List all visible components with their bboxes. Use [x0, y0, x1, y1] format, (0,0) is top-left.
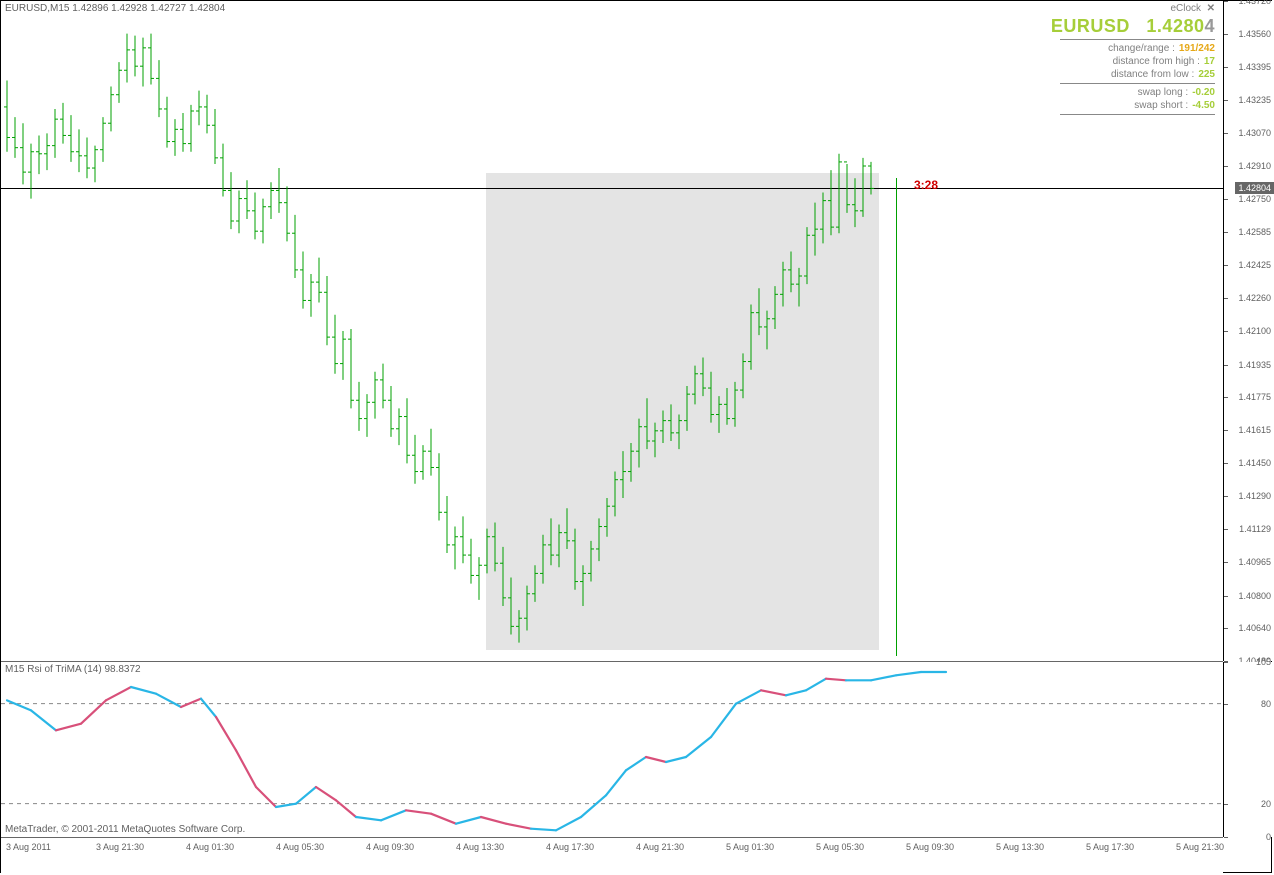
indicator-tick: 80 [1261, 699, 1271, 709]
info-value: 191/242 [1179, 43, 1215, 54]
indicator-chart[interactable]: M15 Rsi of TriMA (14) 98.8372 MetaTrader… [1, 662, 1223, 837]
time-tick: 5 Aug 17:30 [1086, 842, 1134, 852]
time-tick: 5 Aug 09:30 [906, 842, 954, 852]
time-tick: 5 Aug 13:30 [996, 842, 1044, 852]
time-tick: 5 Aug 05:30 [816, 842, 864, 852]
info-ask-main: 1.4280 [1146, 16, 1204, 36]
info-label: change/range : [1108, 43, 1175, 54]
price-tick: 1.40800 [1238, 591, 1271, 601]
info-value: 17 [1204, 56, 1215, 67]
time-tick: 4 Aug 09:30 [366, 842, 414, 852]
chart-title: EURUSD,M15 1.42896 1.42928 1.42727 1.428… [5, 3, 225, 14]
price-tick: 1.42910 [1238, 161, 1271, 171]
separator [1060, 114, 1215, 115]
price-tick: 1.41935 [1238, 360, 1271, 370]
info-panel: eClock ✕ EURUSD 1.42804 change/range : 19… [1051, 3, 1215, 117]
price-tick: 1.43720 [1238, 0, 1271, 6]
info-row: distance from high : 17 [1051, 55, 1215, 68]
time-tick: 4 Aug 01:30 [186, 842, 234, 852]
info-label: swap short : [1134, 100, 1188, 111]
eclock-label: eClock [1170, 3, 1201, 14]
info-label: distance from high : [1113, 56, 1200, 67]
price-tick: 1.40965 [1238, 557, 1271, 567]
time-tick: 4 Aug 21:30 [636, 842, 684, 852]
indicator-plot [1, 662, 1223, 837]
price-tick: 1.41290 [1238, 491, 1271, 501]
info-row: swap short : -4.50 [1051, 99, 1215, 112]
price-tick: 1.41615 [1238, 425, 1271, 435]
info-row: change/range : 191/242 [1051, 42, 1215, 55]
bar-timer: 3:28 [914, 178, 938, 192]
info-symbol: EURUSD [1051, 16, 1130, 36]
price-tick: 1.40640 [1238, 623, 1271, 633]
time-tick: 5 Aug 21:30 [1176, 842, 1224, 852]
info-label: swap long : [1138, 87, 1189, 98]
indicator-tick: 105 [1256, 657, 1271, 667]
current-bar-line [896, 178, 897, 656]
current-price-marker: 1.42804 [1235, 182, 1274, 194]
price-tick: 1.43070 [1238, 128, 1271, 138]
price-axis: 1.42804 1.43720 1.43560 1.43395 1.43235 1.43… [1223, 1, 1274, 661]
price-tick: 1.43560 [1238, 29, 1271, 39]
time-tick: 5 Aug 01:30 [726, 842, 774, 852]
indicator-axis: 10580200 [1223, 662, 1274, 837]
price-tick: 1.42585 [1238, 227, 1271, 237]
info-row: distance from low : 225 [1051, 68, 1215, 81]
symbol-row: EURUSD 1.42804 [1051, 16, 1215, 37]
price-tick: 1.41775 [1238, 392, 1271, 402]
price-tick: 1.42260 [1238, 293, 1271, 303]
copyright: MetaTrader, © 2001-2011 MetaQuotes Softw… [5, 824, 245, 835]
price-tick: 1.43395 [1238, 62, 1271, 72]
price-tick: 1.41450 [1238, 458, 1271, 468]
price-tick: 1.41129 [1239, 524, 1271, 534]
eclock-row: eClock ✕ [1051, 3, 1215, 14]
separator [1060, 39, 1215, 40]
time-tick: 3 Aug 2011 [6, 842, 51, 852]
eclock-close-icon[interactable]: ✕ [1207, 3, 1215, 14]
info-row: swap long :-0.20 [1051, 86, 1215, 99]
indicator-tick: 0 [1266, 832, 1271, 842]
indicator-tick: 20 [1261, 799, 1271, 809]
separator [1060, 83, 1215, 84]
time-tick: 4 Aug 05:30 [276, 842, 324, 852]
info-value: 225 [1198, 69, 1215, 80]
current-price-line [1, 188, 1223, 189]
info-value: -0.20 [1192, 87, 1215, 98]
price-tick: 1.42750 [1238, 194, 1271, 204]
window-frame: EURUSD,M15 1.42896 1.42928 1.42727 1.428… [0, 0, 1272, 873]
time-tick: 4 Aug 17:30 [546, 842, 594, 852]
time-tick: 4 Aug 13:30 [456, 842, 504, 852]
price-tick: 1.42100 [1238, 326, 1271, 336]
price-chart[interactable]: EURUSD,M15 1.42896 1.42928 1.42727 1.428… [1, 1, 1223, 662]
info-value: -4.50 [1192, 100, 1215, 111]
info-ask-last: 4 [1204, 16, 1215, 36]
price-tick: 1.43235 [1238, 95, 1271, 105]
time-axis: 3 Aug 2011 3 Aug 21:30 4 Aug 01:30 4 Aug 05… [1, 837, 1223, 873]
session-box [486, 173, 879, 650]
indicator-title: M15 Rsi of TriMA (14) 98.8372 [5, 664, 141, 675]
price-tick: 1.42425 [1238, 260, 1271, 270]
time-tick: 3 Aug 21:30 [96, 842, 144, 852]
info-label: distance from low : [1111, 69, 1194, 80]
